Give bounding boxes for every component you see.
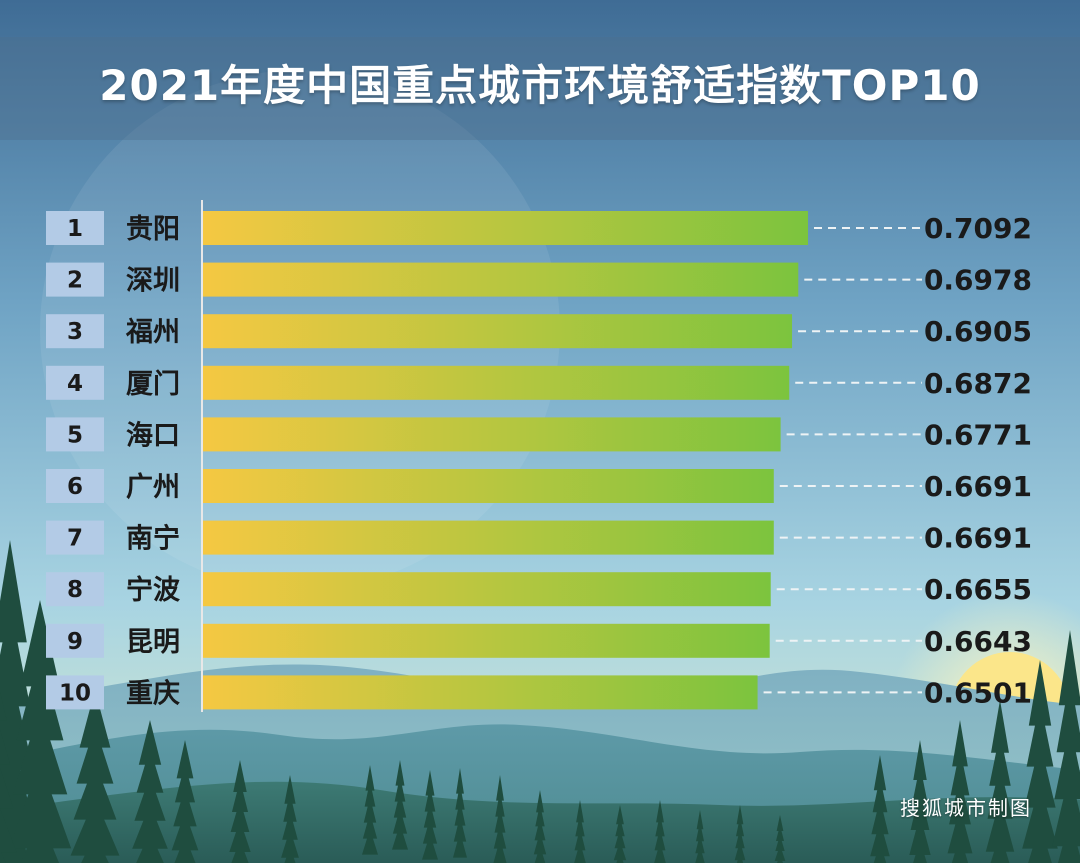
pine-tree	[493, 775, 507, 863]
category-label: 重庆	[126, 677, 180, 709]
value-label: 0.6691	[924, 522, 1032, 555]
pine-tree	[909, 740, 931, 863]
category-label: 贵阳	[126, 214, 180, 245]
value-label: 0.6872	[924, 367, 1032, 400]
category-label: 广州	[126, 472, 180, 503]
bar	[203, 520, 774, 555]
bar	[203, 365, 790, 400]
credit-watermark: 搜狐城市制图	[900, 796, 1032, 820]
category-label: 福州	[125, 317, 180, 348]
pine-tree	[229, 760, 251, 863]
pine-tree	[1022, 660, 1058, 863]
pine-tree	[574, 800, 586, 863]
pine-tree	[453, 768, 467, 858]
rank-box	[46, 469, 104, 503]
bar-row: 3 福州 0.6905	[46, 314, 1032, 349]
rank-label: 6	[67, 474, 83, 500]
category-label: 深圳	[126, 266, 180, 297]
rank-box	[46, 675, 104, 710]
category-label: 宁波	[126, 574, 181, 606]
bar-row: 5 海口 0.6771	[46, 417, 1032, 452]
pine-tree	[1052, 630, 1080, 863]
bar-row: 2 深圳 0.6978	[46, 262, 1032, 297]
rank-box	[46, 262, 104, 297]
pine-tree	[774, 815, 786, 863]
pine-tree	[870, 755, 890, 863]
category-label: 厦门	[126, 369, 180, 400]
bar-row: 1 贵阳 0.7092	[46, 211, 1032, 245]
pine-tree	[281, 775, 299, 863]
category-label: 昆明	[126, 627, 180, 658]
rank-label: 10	[59, 680, 91, 706]
bar	[203, 572, 771, 607]
rank-label: 3	[67, 319, 83, 345]
bar-row: 9 昆明 0.6643	[46, 623, 1032, 658]
pine-tree	[70, 690, 120, 863]
pine-tree	[171, 740, 199, 863]
bar	[203, 623, 770, 658]
bar-row: 10 重庆 0.6501	[46, 675, 1032, 710]
rank-box	[46, 623, 104, 658]
pine-tree	[947, 720, 973, 863]
bar-row: 6 广州 0.6691	[46, 469, 1032, 503]
value-label: 0.6771	[924, 418, 1032, 451]
bar-row: 7 南宁 0.6691	[46, 520, 1032, 555]
pine-tree	[8, 600, 72, 863]
value-label: 0.6905	[924, 315, 1032, 348]
rank-box	[46, 520, 104, 555]
value-label: 0.6643	[924, 625, 1032, 658]
rank-label: 7	[67, 526, 83, 552]
bar-row: 8 宁波 0.6655	[46, 572, 1032, 607]
rank-box	[46, 211, 104, 245]
rank-label: 4	[67, 371, 83, 397]
rank-box	[46, 417, 104, 452]
value-label: 0.6501	[924, 676, 1032, 709]
bar	[203, 469, 774, 503]
rank-label: 9	[67, 629, 83, 655]
chart-title: 2021年度中国重点城市环境舒适指数TOP10	[99, 61, 981, 110]
pine-tree	[362, 765, 378, 855]
value-label: 0.7092	[924, 212, 1032, 245]
value-label: 0.6655	[924, 573, 1032, 606]
rank-label: 5	[67, 422, 83, 448]
pine-tree	[734, 805, 746, 863]
bar	[203, 314, 793, 349]
pine-tree	[985, 700, 1015, 863]
pine-tree	[422, 770, 438, 860]
value-label: 0.6691	[924, 470, 1032, 503]
rank-box	[46, 314, 104, 349]
pine-tree	[0, 691, 17, 863]
category-label: 南宁	[126, 523, 180, 555]
pine-tree	[392, 760, 408, 850]
bar	[203, 211, 808, 245]
rank-box	[46, 365, 104, 400]
bar	[203, 417, 781, 452]
pine-tree	[654, 800, 666, 863]
category-label: 海口	[126, 420, 180, 451]
rank-label: 1	[67, 216, 83, 242]
pine-tree	[533, 790, 547, 863]
pine-tree	[695, 810, 705, 863]
value-label: 0.6978	[924, 264, 1032, 297]
pine-tree	[132, 720, 168, 863]
bar-row: 4 厦门 0.6872	[46, 365, 1032, 400]
rank-box	[46, 572, 104, 607]
pine-tree	[613, 805, 627, 863]
rank-label: 8	[67, 577, 83, 603]
rank-label: 2	[67, 268, 83, 294]
pine-tree	[0, 540, 37, 863]
bar	[203, 262, 799, 297]
title-banner	[0, 37, 1080, 140]
bar	[203, 675, 758, 710]
